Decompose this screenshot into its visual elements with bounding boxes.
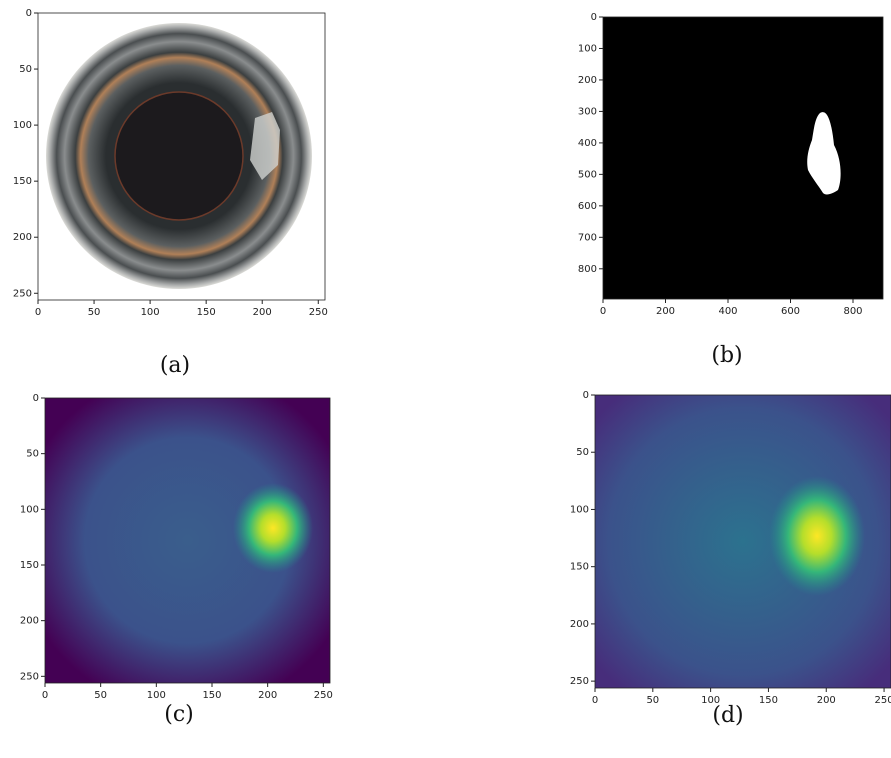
- y-tick-label: 200: [20, 616, 39, 627]
- y-tick-label: 200: [570, 619, 589, 630]
- x-tick-label: 150: [202, 690, 221, 701]
- y-tick-label: 150: [20, 560, 39, 571]
- x-tick-label: 50: [94, 690, 107, 701]
- y-tick-label: 0: [583, 390, 589, 401]
- caption: (c): [164, 702, 194, 727]
- x-tick-label: 100: [141, 307, 160, 318]
- y-tick-label: 700: [578, 232, 597, 243]
- y-tick-label: 50: [26, 449, 39, 460]
- x-tick-label: 50: [646, 695, 659, 706]
- y-tick-label: 150: [570, 562, 589, 573]
- x-tick-label: 150: [197, 307, 216, 318]
- y-tick-label: 50: [576, 447, 589, 458]
- y-tick-label: 100: [13, 120, 32, 131]
- y-tick-label: 50: [19, 64, 32, 75]
- x-tick-label: 0: [600, 306, 606, 317]
- x-tick-label: 100: [147, 690, 166, 701]
- y-tick-label: 500: [578, 169, 597, 180]
- x-tick-label: 200: [258, 690, 277, 701]
- y-tick-label: 250: [570, 676, 589, 687]
- x-tick-label: 800: [843, 306, 862, 317]
- x-tick-label: 400: [718, 306, 737, 317]
- x-tick-label: 0: [42, 690, 48, 701]
- x-tick-label: 200: [253, 307, 272, 318]
- y-tick-label: 100: [20, 504, 39, 515]
- y-tick-label: 200: [13, 232, 32, 243]
- y-tick-label: 100: [570, 504, 589, 515]
- y-tick-label: 250: [20, 671, 39, 682]
- y-tick-label: 0: [26, 8, 32, 19]
- y-tick-label: 0: [33, 393, 39, 404]
- y-tick-label: 100: [578, 43, 597, 54]
- y-tick-label: 400: [578, 138, 597, 149]
- page: 050100150200250050100150200250(a)0200400…: [0, 0, 891, 758]
- caption: (a): [160, 353, 190, 378]
- caption: (b): [711, 343, 742, 368]
- y-tick-label: 150: [13, 176, 32, 187]
- x-tick-label: 250: [875, 695, 891, 706]
- x-tick-label: 250: [314, 690, 333, 701]
- heatmap-image: [45, 398, 330, 683]
- y-tick-label: 800: [578, 264, 597, 275]
- y-tick-label: 200: [578, 75, 597, 86]
- lens-image: [38, 13, 325, 300]
- x-tick-label: 150: [759, 695, 778, 706]
- x-tick-label: 600: [781, 306, 800, 317]
- y-tick-label: 250: [13, 288, 32, 299]
- caption: (d): [712, 703, 743, 728]
- x-tick-label: 0: [35, 307, 41, 318]
- mask-image: [603, 17, 883, 299]
- figure: 050100150200250050100150200250(a)0200400…: [0, 0, 891, 758]
- y-tick-label: 0: [591, 12, 597, 23]
- y-tick-label: 600: [578, 201, 597, 212]
- x-tick-label: 250: [309, 307, 328, 318]
- x-tick-label: 200: [656, 306, 675, 317]
- y-tick-label: 300: [578, 106, 597, 117]
- x-tick-label: 200: [817, 695, 836, 706]
- x-tick-label: 50: [88, 307, 101, 318]
- x-tick-label: 0: [592, 695, 598, 706]
- heatmap-image: [595, 395, 891, 688]
